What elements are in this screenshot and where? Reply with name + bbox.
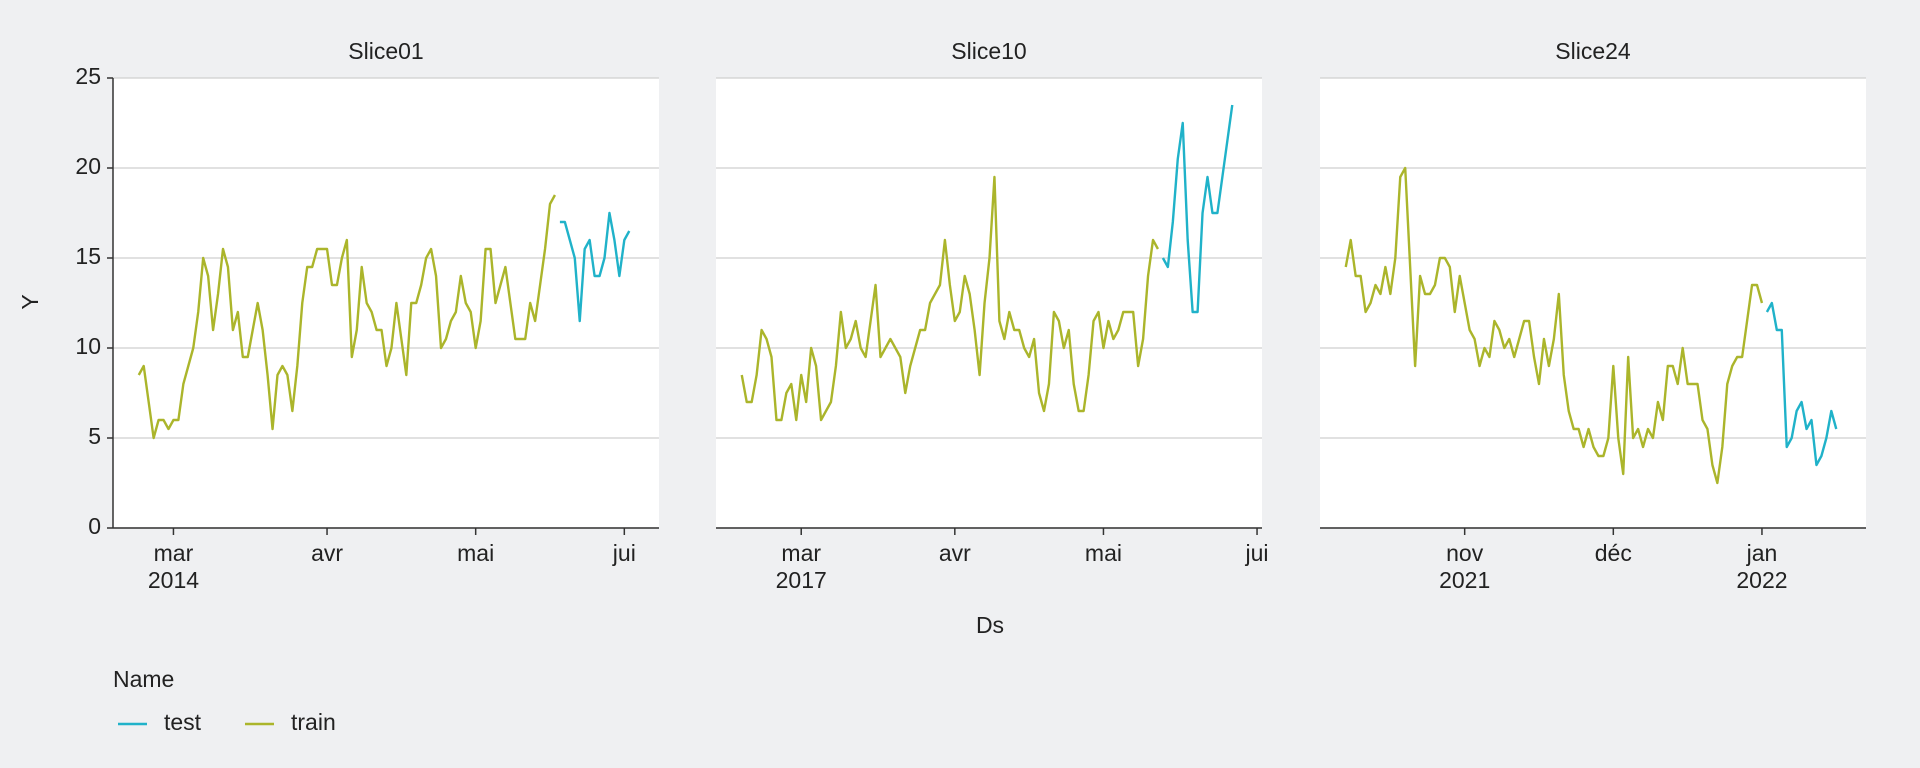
x-tick-label-line: avr xyxy=(311,540,343,566)
x-tick-label-line: mai xyxy=(1085,540,1122,566)
y-axis-label: Y xyxy=(17,294,43,309)
x-tick-label: mai xyxy=(457,540,494,566)
x-axis-label: Ds xyxy=(976,612,1004,638)
y-tick-label: 15 xyxy=(75,243,101,269)
series-line xyxy=(1765,301,1838,467)
x-tick-label: avr xyxy=(311,540,343,566)
panel-title: Slice01 xyxy=(348,38,423,64)
x-tick-label: avr xyxy=(939,540,971,566)
y-tick-label: 25 xyxy=(75,63,101,89)
x-tick-label: jui xyxy=(1245,540,1269,566)
panel-title: Slice10 xyxy=(951,38,1026,64)
y-tick-label: 0 xyxy=(88,513,101,539)
legend-label: test xyxy=(164,709,202,735)
x-tick-label-line: jui xyxy=(1245,540,1269,566)
x-tick-label-line: 2014 xyxy=(148,567,199,593)
panel-title: Slice24 xyxy=(1555,38,1631,64)
y-tick-label: 5 xyxy=(88,423,101,449)
x-tick-label: mar 2017 xyxy=(776,540,827,593)
x-tick-label: mai xyxy=(1085,540,1122,566)
x-tick-label-line: mar xyxy=(781,540,821,566)
series-line xyxy=(559,211,631,323)
x-tick-label-line: jui xyxy=(612,540,636,566)
plot-area xyxy=(716,78,1262,528)
legend-title: Name xyxy=(113,666,174,692)
x-tick-label: déc xyxy=(1595,540,1632,566)
y-tick-label: 10 xyxy=(75,333,101,359)
x-tick-label-line: 2022 xyxy=(1736,567,1787,593)
x-tick-label-line: 2017 xyxy=(776,567,827,593)
x-tick-label-line: déc xyxy=(1595,540,1632,566)
x-tick-label: mar 2014 xyxy=(148,540,199,593)
x-tick-label-line: nov xyxy=(1446,540,1484,566)
x-tick-label: jui xyxy=(612,540,636,566)
x-tick-label-line: 2021 xyxy=(1439,567,1490,593)
y-tick-label: 20 xyxy=(75,153,101,179)
series-line xyxy=(1344,166,1764,485)
plot-area xyxy=(1320,78,1866,528)
legend-label: train xyxy=(291,709,336,735)
x-tick-label: jan 2022 xyxy=(1736,540,1787,593)
series-line xyxy=(740,175,1160,422)
x-tick-label-line: mai xyxy=(457,540,494,566)
x-tick-label-line: avr xyxy=(939,540,971,566)
x-tick-label: nov 2021 xyxy=(1439,540,1490,593)
series-line xyxy=(137,194,557,440)
plot-area xyxy=(113,78,659,528)
x-tick-label-line: jan xyxy=(1746,540,1778,566)
series-line xyxy=(1161,104,1234,314)
x-tick-label-line: mar xyxy=(154,540,194,566)
